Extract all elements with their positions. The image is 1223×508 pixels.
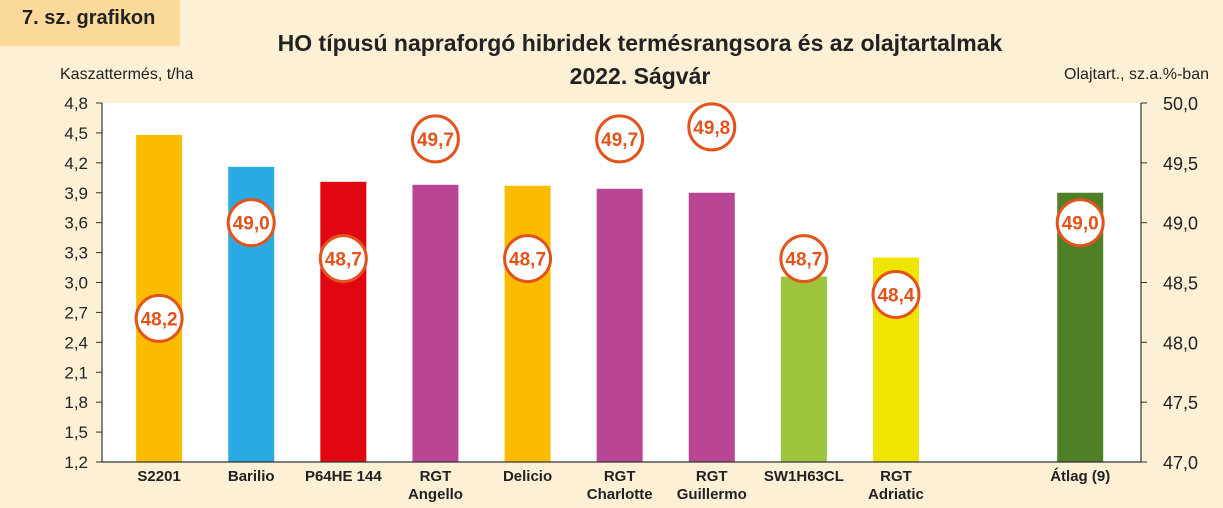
y2-tick-label: 48,0 bbox=[1163, 333, 1198, 353]
oil-content-label: 48,7 bbox=[785, 250, 822, 271]
chart-title: HO típusú napraforgó hibridek termésrang… bbox=[277, 30, 1003, 56]
oil-content-marker bbox=[871, 269, 921, 319]
oil-content-marker bbox=[134, 293, 184, 343]
oil-content-label: 49,0 bbox=[233, 214, 270, 235]
chart-number-badge: 7. sz. grafikon bbox=[0, 0, 180, 46]
y-tick-label: 3,6 bbox=[64, 214, 88, 233]
chart-subtitle: 2022. Ságvár bbox=[569, 63, 711, 89]
oil-content-label: 48,7 bbox=[325, 250, 362, 271]
oil-content-marker bbox=[410, 114, 460, 164]
bar bbox=[320, 181, 367, 462]
x-tick-label: SW1H63CL bbox=[764, 468, 844, 485]
oil-content-label: 49,7 bbox=[601, 130, 638, 151]
oil-content-marker bbox=[779, 234, 829, 284]
y-tick-label: 4,8 bbox=[64, 94, 88, 113]
oil-content-label: 49,8 bbox=[693, 118, 730, 139]
oil-content-marker bbox=[687, 102, 737, 152]
bar bbox=[780, 276, 827, 462]
x-tick-label-line2: Guillermo bbox=[677, 486, 747, 503]
bar bbox=[412, 184, 459, 462]
y-axis-label-left: Kaszattermés, t/ha bbox=[60, 66, 194, 83]
y-tick-label: 4,5 bbox=[64, 124, 88, 143]
y-tick-label: 3,9 bbox=[64, 184, 88, 203]
bar bbox=[688, 192, 735, 462]
y-tick-label: 2,7 bbox=[64, 303, 88, 322]
y2-tick-label: 49,5 bbox=[1163, 154, 1198, 174]
x-tick-label: Barilio bbox=[228, 468, 275, 485]
oil-content-marker bbox=[503, 234, 553, 284]
x-tick-label-line2: Adriatic bbox=[868, 486, 924, 503]
y-tick-label: 3,0 bbox=[64, 274, 88, 293]
y2-tick-label: 50,0 bbox=[1163, 94, 1198, 114]
oil-content-marker bbox=[318, 234, 368, 284]
oil-content-marker bbox=[226, 198, 276, 248]
y-axis-label-right: Olajtart., sz.a.%-ban bbox=[1064, 66, 1209, 83]
y2-tick-label: 48,5 bbox=[1163, 274, 1198, 294]
oil-content-label: 49,7 bbox=[417, 130, 454, 151]
x-tick-label: S2201 bbox=[137, 468, 180, 485]
y-tick-label: 1,8 bbox=[64, 393, 88, 412]
oil-content-label: 49,0 bbox=[1062, 214, 1099, 235]
oil-content-marker bbox=[1055, 198, 1105, 248]
y-tick-label: 1,2 bbox=[64, 453, 88, 472]
oil-content-label: 48,7 bbox=[509, 250, 546, 271]
oil-content-label: 48,2 bbox=[141, 309, 178, 330]
x-tick-label: RGT bbox=[604, 468, 636, 485]
x-tick-label-line2: Charlotte bbox=[587, 486, 653, 503]
bar bbox=[504, 185, 551, 462]
oil-content-label: 48,4 bbox=[877, 285, 914, 306]
y2-tick-label: 49,0 bbox=[1163, 214, 1198, 234]
x-tick-label-line2: Angello bbox=[408, 486, 463, 503]
y-tick-label: 3,3 bbox=[64, 244, 88, 263]
bar bbox=[596, 188, 643, 462]
y-tick-label: 2,1 bbox=[64, 363, 88, 382]
x-tick-label: Delicio bbox=[503, 468, 552, 485]
y2-tick-label: 47,5 bbox=[1163, 393, 1198, 413]
y-tick-label: 2,4 bbox=[64, 333, 88, 352]
x-tick-label: P64HE 144 bbox=[305, 468, 382, 485]
x-tick-label: RGT bbox=[696, 468, 728, 485]
oil-content-marker bbox=[595, 114, 645, 164]
x-tick-label: Átlag (9) bbox=[1050, 468, 1110, 485]
x-tick-label: RGT bbox=[880, 468, 912, 485]
y-tick-label: 1,5 bbox=[64, 423, 88, 442]
x-tick-label: RGT bbox=[420, 468, 452, 485]
y-tick-label: 4,2 bbox=[64, 154, 88, 173]
y2-tick-label: 47,0 bbox=[1163, 453, 1198, 473]
